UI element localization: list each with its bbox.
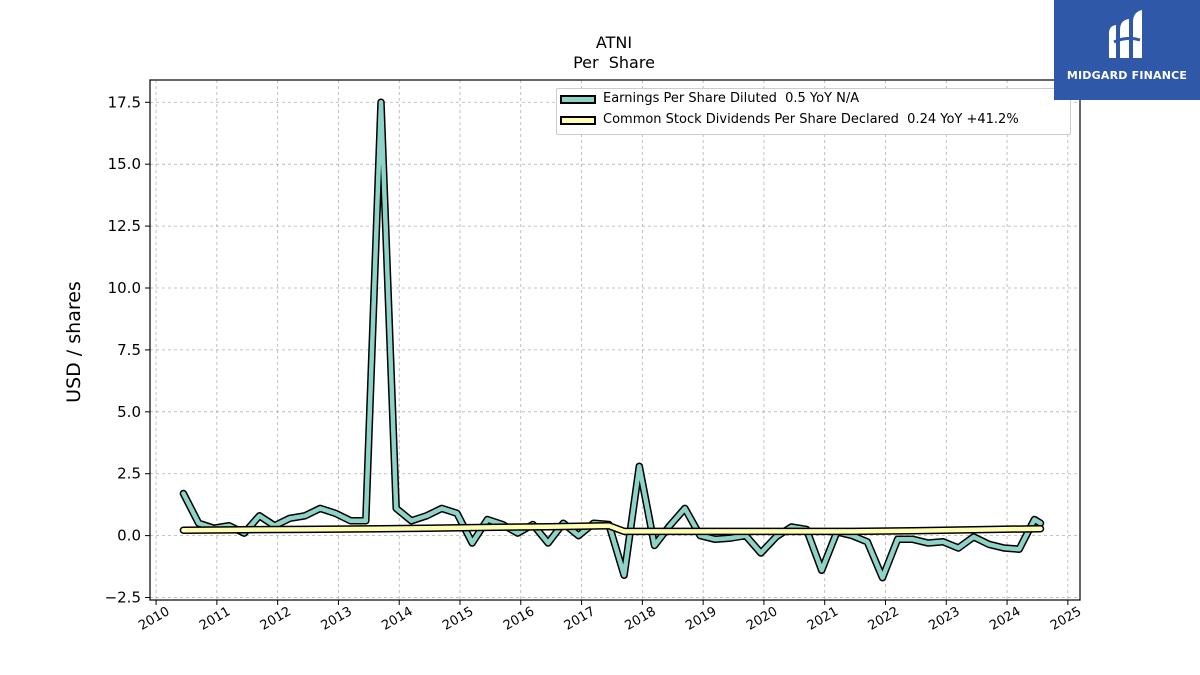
legend: Earnings Per Share Diluted 0.5 YoY N/A C… [556, 88, 1071, 135]
x-axis: 2010 2011 2012 2013 2014 2015 2016 2017 2018 2019… [136, 600, 1084, 634]
x-tick-label: 2017 [562, 604, 598, 634]
legend-item-eps: Earnings Per Share Diluted 0.5 YoY N/A [557, 91, 1067, 111]
x-tick-label: 2024 [987, 604, 1023, 634]
y-tick-label: 17.5 [108, 93, 141, 111]
y-tick-label: 15.0 [108, 155, 141, 173]
legend-swatch-dividends [560, 116, 596, 125]
y-tick-label: 0.0 [117, 527, 141, 545]
x-tick-label: 2025 [1048, 604, 1084, 634]
y-axis: −2.5 0.0 2.5 5.0 7.5 10.0 12.5 15.0 17.5 [105, 93, 150, 607]
x-tick-label: 2010 [136, 604, 172, 634]
x-tick-label: 2022 [866, 604, 902, 634]
series-stroke [181, 523, 1043, 534]
legend-swatch-eps [560, 95, 596, 104]
series-stroke [181, 100, 1043, 580]
x-tick-label: 2012 [258, 604, 294, 634]
x-tick-label: 2014 [379, 604, 415, 634]
chart-title: ATNI [596, 33, 632, 52]
x-tick-label: 2020 [744, 604, 780, 634]
series-line-eps [179, 98, 1045, 582]
y-tick-label: 12.5 [108, 217, 141, 235]
plot-frame [149, 79, 1081, 601]
series-outline [179, 98, 1045, 582]
legend-label-eps: Earnings Per Share Diluted 0.5 YoY N/A [603, 91, 860, 106]
series-layer [179, 98, 1045, 582]
series-line-dividends [179, 521, 1045, 536]
y-axis-label: USD / shares [63, 281, 85, 403]
y-tick-label: 7.5 [117, 341, 141, 359]
x-tick-label: 2016 [501, 604, 537, 634]
y-tick-label: 10.0 [108, 279, 141, 297]
x-tick-label: 2023 [926, 604, 962, 634]
logo-mark-icon [1109, 10, 1142, 58]
x-tick-label: 2021 [805, 604, 841, 634]
x-tick-label: 2019 [683, 604, 719, 634]
x-tick-label: 2013 [319, 604, 355, 634]
y-tick-label: 5.0 [117, 403, 141, 421]
midgard-finance-logo: MIDGARD FINANCE [1054, 0, 1200, 100]
y-tick-label: 2.5 [117, 465, 141, 483]
logo-text: MIDGARD FINANCE [1066, 69, 1188, 82]
y-tick-label: −2.5 [105, 589, 141, 607]
legend-item-dividends: Common Stock Dividends Per Share Declare… [557, 112, 1067, 132]
chart-subtitle: Per Share [573, 53, 655, 72]
x-tick-label: 2011 [197, 604, 233, 634]
x-tick-label: 2018 [623, 604, 659, 634]
x-tick-label: 2015 [440, 604, 476, 634]
legend-label-dividends: Common Stock Dividends Per Share Declare… [603, 112, 1019, 127]
